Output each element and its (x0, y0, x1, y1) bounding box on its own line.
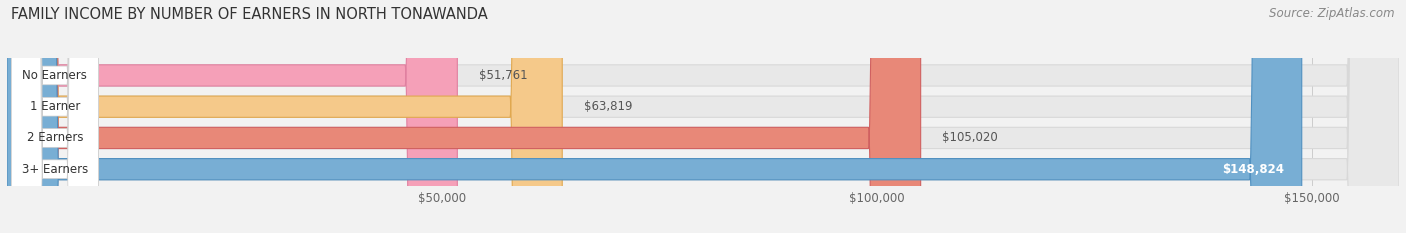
Text: $105,020: $105,020 (942, 131, 998, 144)
Text: 3+ Earners: 3+ Earners (21, 163, 89, 176)
Text: $63,819: $63,819 (583, 100, 633, 113)
Text: No Earners: No Earners (22, 69, 87, 82)
Text: $51,761: $51,761 (479, 69, 527, 82)
Text: FAMILY INCOME BY NUMBER OF EARNERS IN NORTH TONAWANDA: FAMILY INCOME BY NUMBER OF EARNERS IN NO… (11, 7, 488, 22)
FancyBboxPatch shape (7, 0, 1399, 233)
FancyBboxPatch shape (11, 0, 98, 233)
FancyBboxPatch shape (7, 0, 1302, 233)
Text: Source: ZipAtlas.com: Source: ZipAtlas.com (1270, 7, 1395, 20)
FancyBboxPatch shape (11, 0, 98, 233)
FancyBboxPatch shape (7, 0, 457, 233)
Text: 2 Earners: 2 Earners (27, 131, 83, 144)
FancyBboxPatch shape (7, 0, 1399, 233)
FancyBboxPatch shape (7, 0, 921, 233)
FancyBboxPatch shape (7, 0, 1399, 233)
FancyBboxPatch shape (11, 0, 98, 233)
Text: 1 Earner: 1 Earner (30, 100, 80, 113)
FancyBboxPatch shape (11, 0, 98, 233)
FancyBboxPatch shape (7, 0, 1399, 233)
FancyBboxPatch shape (7, 0, 562, 233)
Text: $148,824: $148,824 (1222, 163, 1284, 176)
